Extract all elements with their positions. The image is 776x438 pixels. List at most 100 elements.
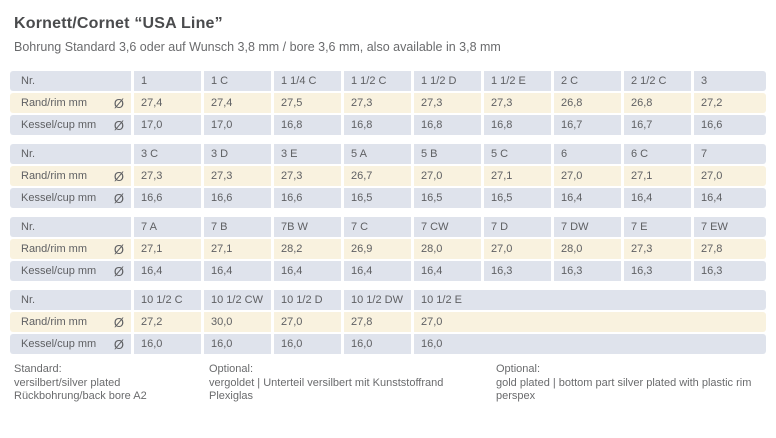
cup-diameter-cell: 16,4 xyxy=(414,261,481,281)
row-label-text: Nr. xyxy=(21,294,36,306)
cup-diameter-cell: 16,6 xyxy=(694,115,766,135)
diameter-symbol-icon: Ø xyxy=(113,241,124,257)
footer-column-standard: Standard: versilbert/silver plated Rückb… xyxy=(10,363,209,404)
cup-diameter-cell: 16,0 xyxy=(414,334,766,354)
page-subtitle: Bohrung Standard 3,6 oder auf Wunsch 3,8… xyxy=(14,40,501,54)
cup-diameter-cell: 16,7 xyxy=(624,115,691,135)
mouthpiece-number-cell: 7 xyxy=(694,144,766,164)
cup-diameter-cell: 16,5 xyxy=(484,188,551,208)
row-label: Rand/rim mm Ø xyxy=(10,239,131,259)
mouthpiece-number-cell: 6 C xyxy=(624,144,691,164)
cup-diameter-cell: 16,8 xyxy=(344,115,411,135)
diameter-symbol-icon: Ø xyxy=(113,263,124,279)
cup-diameter-cell: 16,3 xyxy=(694,261,766,281)
rim-diameter-cell: 27,0 xyxy=(414,166,481,186)
mouthpiece-number-cell: 1 1/4 C xyxy=(274,71,341,91)
row-label: Nr. xyxy=(10,290,131,310)
cup-diameter-cell: 17,0 xyxy=(204,115,271,135)
row-label-text: Rand/rim mm xyxy=(21,170,88,182)
mouthpiece-number-cell: 5 C xyxy=(484,144,551,164)
table-row: Kessel/cup mm Ø 17,0 17,0 16,8 16,8 16,8 16,8 16… xyxy=(10,115,766,135)
mouthpiece-number-cell: 7 C xyxy=(344,217,411,237)
table-row: Rand/rim mm Ø 27,3 27,3 27,3 26,7 27,0 27,1 27,0… xyxy=(10,166,766,186)
row-label-text: Nr. xyxy=(21,148,36,160)
row-label-text: Rand/rim mm xyxy=(21,243,88,255)
mouthpiece-number-cell: 1 1/2 E xyxy=(484,71,551,91)
mouthpiece-number-cell: 3 C xyxy=(134,144,201,164)
rim-diameter-cell: 27,3 xyxy=(624,239,691,259)
cup-diameter-cell: 16,3 xyxy=(484,261,551,281)
rim-diameter-cell: 27,1 xyxy=(134,239,201,259)
mouthpiece-number-cell: 2 1/2 C xyxy=(624,71,691,91)
table-row: Kessel/cup mm Ø 16,6 16,6 16,6 16,5 16,5 16,5 16… xyxy=(10,188,766,208)
rim-diameter-cell: 27,3 xyxy=(414,93,481,113)
rim-diameter-cell: 27,4 xyxy=(204,93,271,113)
row-label-text: Kessel/cup mm xyxy=(21,192,97,204)
mouthpiece-number-cell: 5 B xyxy=(414,144,481,164)
diameter-symbol-icon: Ø xyxy=(113,117,124,133)
row-label-text: Nr. xyxy=(21,221,36,233)
mouthpiece-number-cell: 10 1/2 DW xyxy=(344,290,411,310)
cup-diameter-cell: 16,4 xyxy=(204,261,271,281)
cup-diameter-cell: 16,0 xyxy=(204,334,271,354)
footer-column-optional-2: Optional: gold plated | bottom part silv… xyxy=(496,363,766,404)
cup-diameter-cell: 16,8 xyxy=(484,115,551,135)
row-label: Nr. xyxy=(10,71,131,91)
rim-diameter-cell: 27,1 xyxy=(484,166,551,186)
cup-diameter-cell: 16,4 xyxy=(624,188,691,208)
row-label-text: Kessel/cup mm xyxy=(21,119,97,131)
rim-diameter-cell: 28,0 xyxy=(554,239,621,259)
table-row: Kessel/cup mm Ø 16,4 16,4 16,4 16,4 16,4 16,3 16… xyxy=(10,261,766,281)
cup-diameter-cell: 16,4 xyxy=(134,261,201,281)
mouthpiece-number-cell: 7 DW xyxy=(554,217,621,237)
mouthpiece-number-cell: 1 C xyxy=(204,71,271,91)
row-label: Kessel/cup mm Ø xyxy=(10,334,131,354)
row-label: Rand/rim mm Ø xyxy=(10,312,131,332)
rim-diameter-cell: 27,3 xyxy=(204,166,271,186)
footer: Standard: versilbert/silver plated Rückb… xyxy=(10,363,766,404)
mouthpiece-number-cell: 2 C xyxy=(554,71,621,91)
footer-column-optional-1: Optional: vergoldet | Unterteil versilbe… xyxy=(209,363,496,404)
row-label-text: Rand/rim mm xyxy=(21,97,88,109)
diameter-symbol-icon: Ø xyxy=(113,190,124,206)
mouthpiece-number-cell: 10 1/2 E xyxy=(414,290,766,310)
mouthpiece-number-cell: 7 CW xyxy=(414,217,481,237)
mouthpiece-number-cell: 7 A xyxy=(134,217,201,237)
footer-line: Rückbohrung/back bore A2 xyxy=(14,390,147,402)
mouthpiece-number-cell: 7 E xyxy=(624,217,691,237)
mouthpiece-number-cell: 1 1/2 C xyxy=(344,71,411,91)
mouthpiece-number-cell: 3 xyxy=(694,71,766,91)
rim-diameter-cell: 27,0 xyxy=(484,239,551,259)
row-label-text: Nr. xyxy=(21,75,36,87)
cup-diameter-cell: 16,3 xyxy=(624,261,691,281)
row-label: Nr. xyxy=(10,217,131,237)
row-label: Rand/rim mm Ø xyxy=(10,166,131,186)
mouthpiece-number-cell: 3 D xyxy=(204,144,271,164)
mouthpiece-number-cell: 6 xyxy=(554,144,621,164)
footer-line: Plexiglas xyxy=(209,390,254,402)
row-label-text: Kessel/cup mm xyxy=(21,265,97,277)
cup-diameter-cell: 16,4 xyxy=(274,261,341,281)
mouthpiece-number-cell: 3 E xyxy=(274,144,341,164)
diameter-symbol-icon: Ø xyxy=(113,336,124,352)
rim-diameter-cell: 27,0 xyxy=(694,166,766,186)
footer-heading: Optional: xyxy=(496,363,541,375)
cup-diameter-cell: 16,4 xyxy=(344,261,411,281)
cup-diameter-cell: 17,0 xyxy=(134,115,201,135)
cup-diameter-cell: 16,8 xyxy=(274,115,341,135)
footer-line: gold plated | bottom part silver plated … xyxy=(496,376,752,389)
cup-diameter-cell: 16,4 xyxy=(554,188,621,208)
mouthpiece-number-cell: 7 D xyxy=(484,217,551,237)
mouthpiece-number-cell: 5 A xyxy=(344,144,411,164)
rim-diameter-cell: 28,0 xyxy=(414,239,481,259)
cup-diameter-cell: 16,6 xyxy=(274,188,341,208)
row-label: Rand/rim mm Ø xyxy=(10,93,131,113)
mouthpiece-number-cell: 1 1/2 D xyxy=(414,71,481,91)
rim-diameter-cell: 27,4 xyxy=(134,93,201,113)
diameter-symbol-icon: Ø xyxy=(113,95,124,111)
mouthpiece-number-cell: 1 xyxy=(134,71,201,91)
rim-diameter-cell: 27,5 xyxy=(274,93,341,113)
table-row: Rand/rim mm Ø 27,2 30,0 27,0 27,8 27,0 xyxy=(10,312,766,332)
